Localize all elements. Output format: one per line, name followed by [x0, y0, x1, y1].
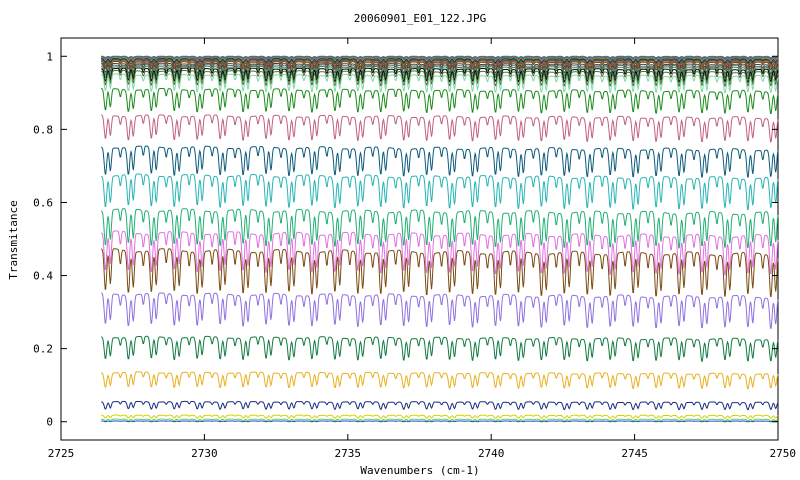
series-line: [101, 208, 779, 249]
series-line: [101, 62, 779, 75]
chart-title: 20060901_E01_122.JPG: [354, 12, 486, 25]
y-tick-label: 0: [46, 416, 53, 429]
series-layer: [100, 55, 779, 423]
series-line: [101, 58, 779, 65]
series-line: [101, 371, 779, 390]
series-line: [100, 173, 779, 211]
x-tick-label: 2745: [621, 447, 648, 460]
series-line: [101, 67, 779, 83]
y-tick-label: 0.4: [33, 270, 53, 283]
series-line: [101, 335, 779, 362]
series-line: [101, 59, 779, 68]
series-line: [101, 64, 779, 77]
x-axis-label: Wavenumbers (cm-1): [360, 464, 479, 477]
x-tick-label: 2725: [48, 447, 75, 460]
series-line: [100, 145, 779, 178]
x-tick-label: 2750: [770, 447, 797, 460]
x-tick-label: 2730: [191, 447, 218, 460]
series-line: [101, 420, 779, 423]
series-line: [101, 418, 779, 422]
series-line: [100, 248, 779, 297]
series-line: [101, 60, 779, 71]
y-tick-label: 0.8: [33, 123, 53, 136]
y-tick-label: 0.6: [33, 196, 53, 209]
y-axis-label: Transmitance: [7, 200, 20, 279]
x-tick-label: 2740: [478, 447, 505, 460]
y-axis-ticks: 0 0.2 0.4 0.6 0.8 1: [33, 50, 778, 429]
series-line: [101, 87, 779, 114]
y-tick-label: 0.2: [33, 343, 53, 356]
series-line: [101, 69, 779, 87]
series-line: [101, 230, 779, 276]
series-line: [101, 400, 779, 411]
series-line: [101, 65, 779, 80]
series-line: [101, 114, 779, 143]
series-line: [101, 292, 779, 329]
x-axis-ticks: 2725 2730 2735 2740 2745 2750: [48, 38, 796, 460]
series-line: [101, 414, 779, 419]
y-tick-label: 1: [46, 50, 53, 63]
series-line: [101, 73, 779, 94]
x-tick-label: 2735: [335, 447, 362, 460]
